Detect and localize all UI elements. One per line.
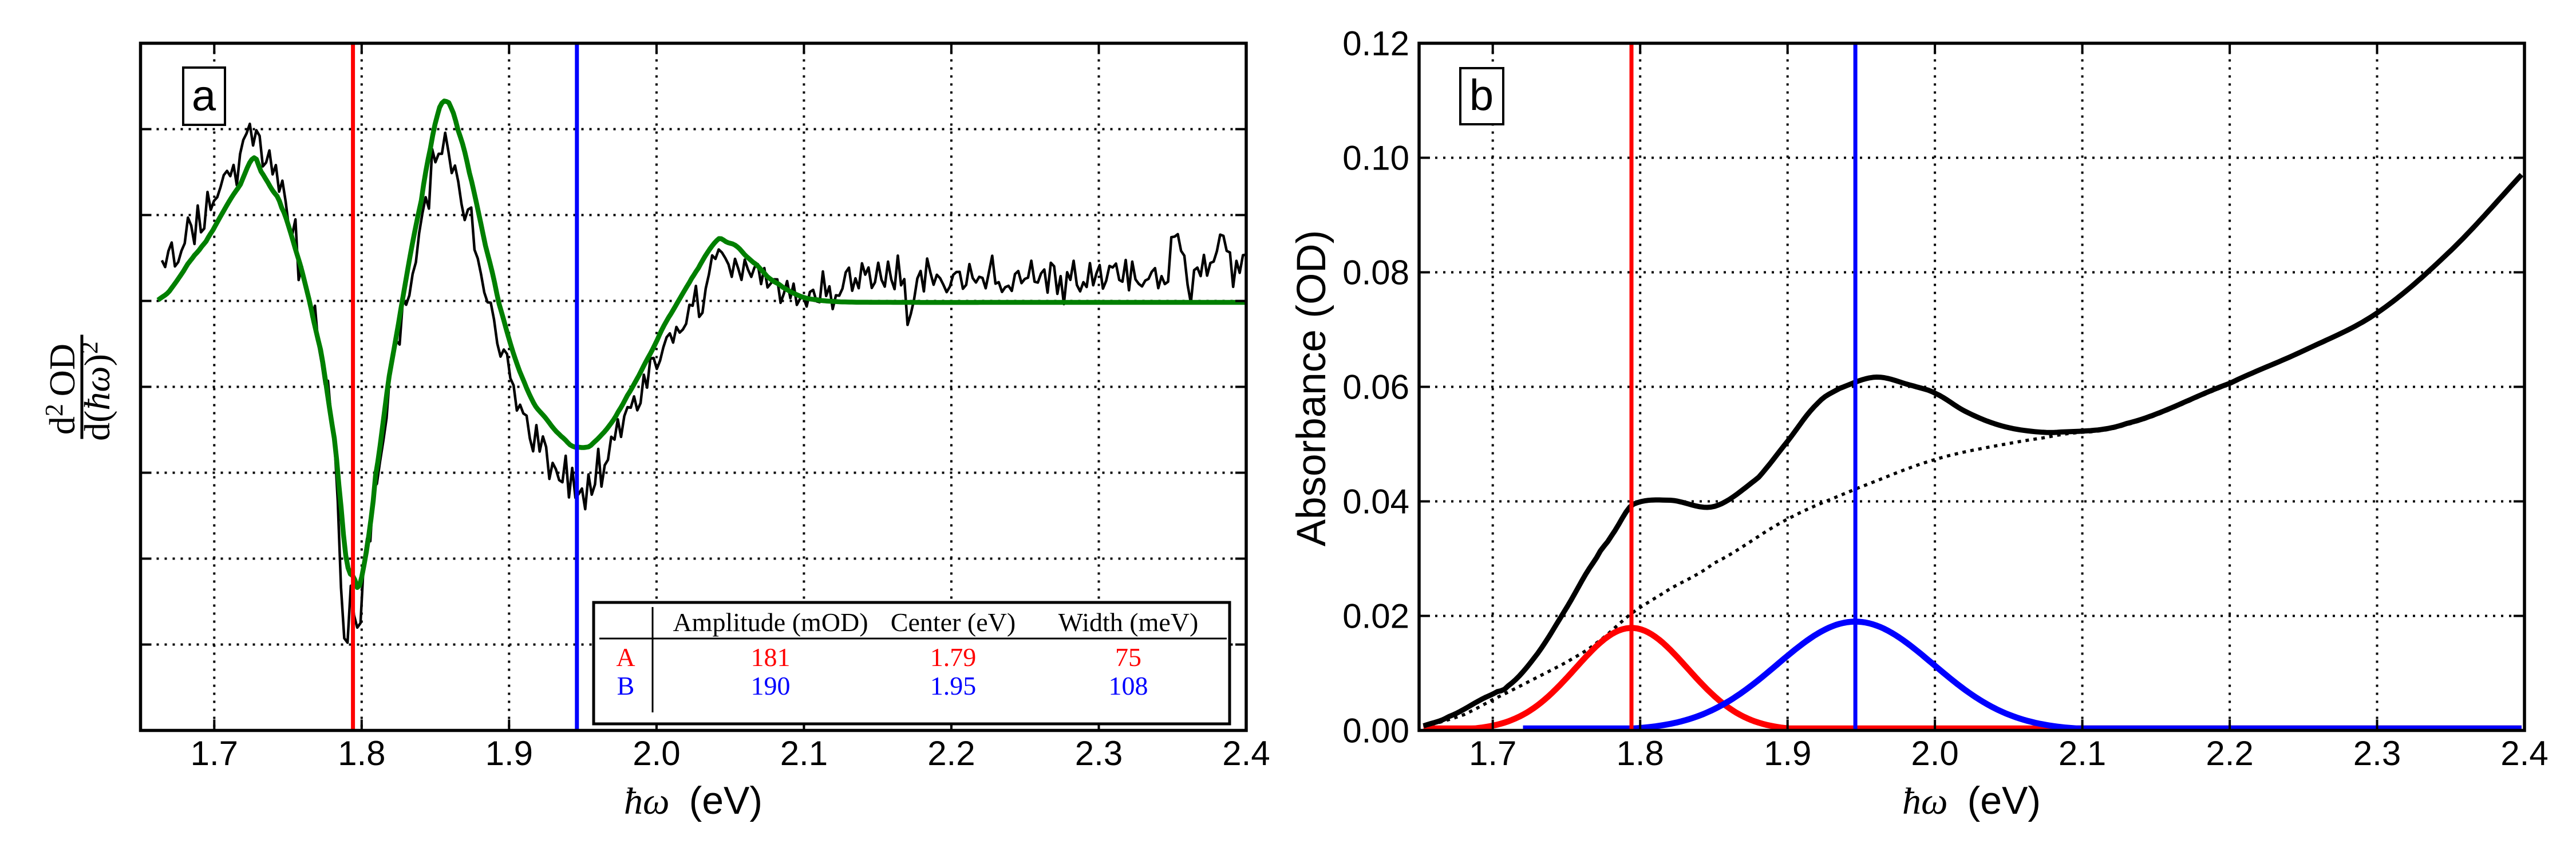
svg-text:2.4: 2.4 — [2500, 734, 2548, 773]
svg-text:ħω (eV): ħω (eV) — [624, 779, 762, 822]
svg-text:190: 190 — [751, 671, 791, 700]
svg-text:Amplitude (mOD): Amplitude (mOD) — [673, 608, 868, 637]
svg-text:Absorbance (OD): Absorbance (OD) — [1289, 230, 1334, 546]
svg-text:2.4: 2.4 — [1222, 734, 1270, 773]
svg-text:2.3: 2.3 — [2353, 734, 2401, 773]
svg-text:1.9: 1.9 — [1764, 734, 1811, 773]
svg-text:0.08: 0.08 — [1342, 254, 1409, 292]
svg-text:2.2: 2.2 — [2206, 734, 2253, 773]
svg-text:2.1: 2.1 — [2059, 734, 2106, 773]
svg-text:2.1: 2.1 — [780, 734, 828, 773]
svg-text:A: A — [616, 643, 635, 672]
svg-text:0.02: 0.02 — [1342, 597, 1409, 636]
svg-text:a: a — [192, 72, 216, 120]
svg-text:1.7: 1.7 — [191, 734, 238, 773]
svg-text:1.9: 1.9 — [485, 734, 533, 773]
svg-text:0.04: 0.04 — [1342, 483, 1409, 521]
svg-text:108: 108 — [1109, 671, 1148, 700]
svg-text:d2 OD: d2 OD — [40, 344, 82, 435]
svg-text:1.8: 1.8 — [1616, 734, 1664, 773]
svg-text:2.0: 2.0 — [633, 734, 680, 773]
svg-text:Center (eV): Center (eV) — [891, 608, 1016, 637]
svg-text:2.0: 2.0 — [1911, 734, 1958, 773]
svg-text:1.7: 1.7 — [1469, 734, 1516, 773]
svg-text:2.2: 2.2 — [927, 734, 975, 773]
svg-text:b: b — [1469, 71, 1494, 120]
svg-text:75: 75 — [1115, 643, 1141, 672]
svg-text:B: B — [617, 671, 635, 700]
svg-text:0.06: 0.06 — [1342, 368, 1409, 407]
svg-text:0.10: 0.10 — [1342, 139, 1409, 178]
svg-text:0.00: 0.00 — [1342, 712, 1409, 750]
svg-text:d(ħω)2: d(ħω)2 — [75, 341, 117, 441]
svg-text:1.79: 1.79 — [930, 643, 977, 672]
svg-text:ħω (eV): ħω (eV) — [1902, 779, 2041, 822]
svg-text:181: 181 — [751, 643, 791, 672]
svg-text:0.12: 0.12 — [1342, 25, 1409, 63]
svg-text:2.3: 2.3 — [1075, 734, 1123, 773]
svg-text:1.8: 1.8 — [338, 734, 385, 773]
svg-text:Width (meV): Width (meV) — [1058, 608, 1199, 637]
svg-text:1.95: 1.95 — [930, 671, 977, 700]
